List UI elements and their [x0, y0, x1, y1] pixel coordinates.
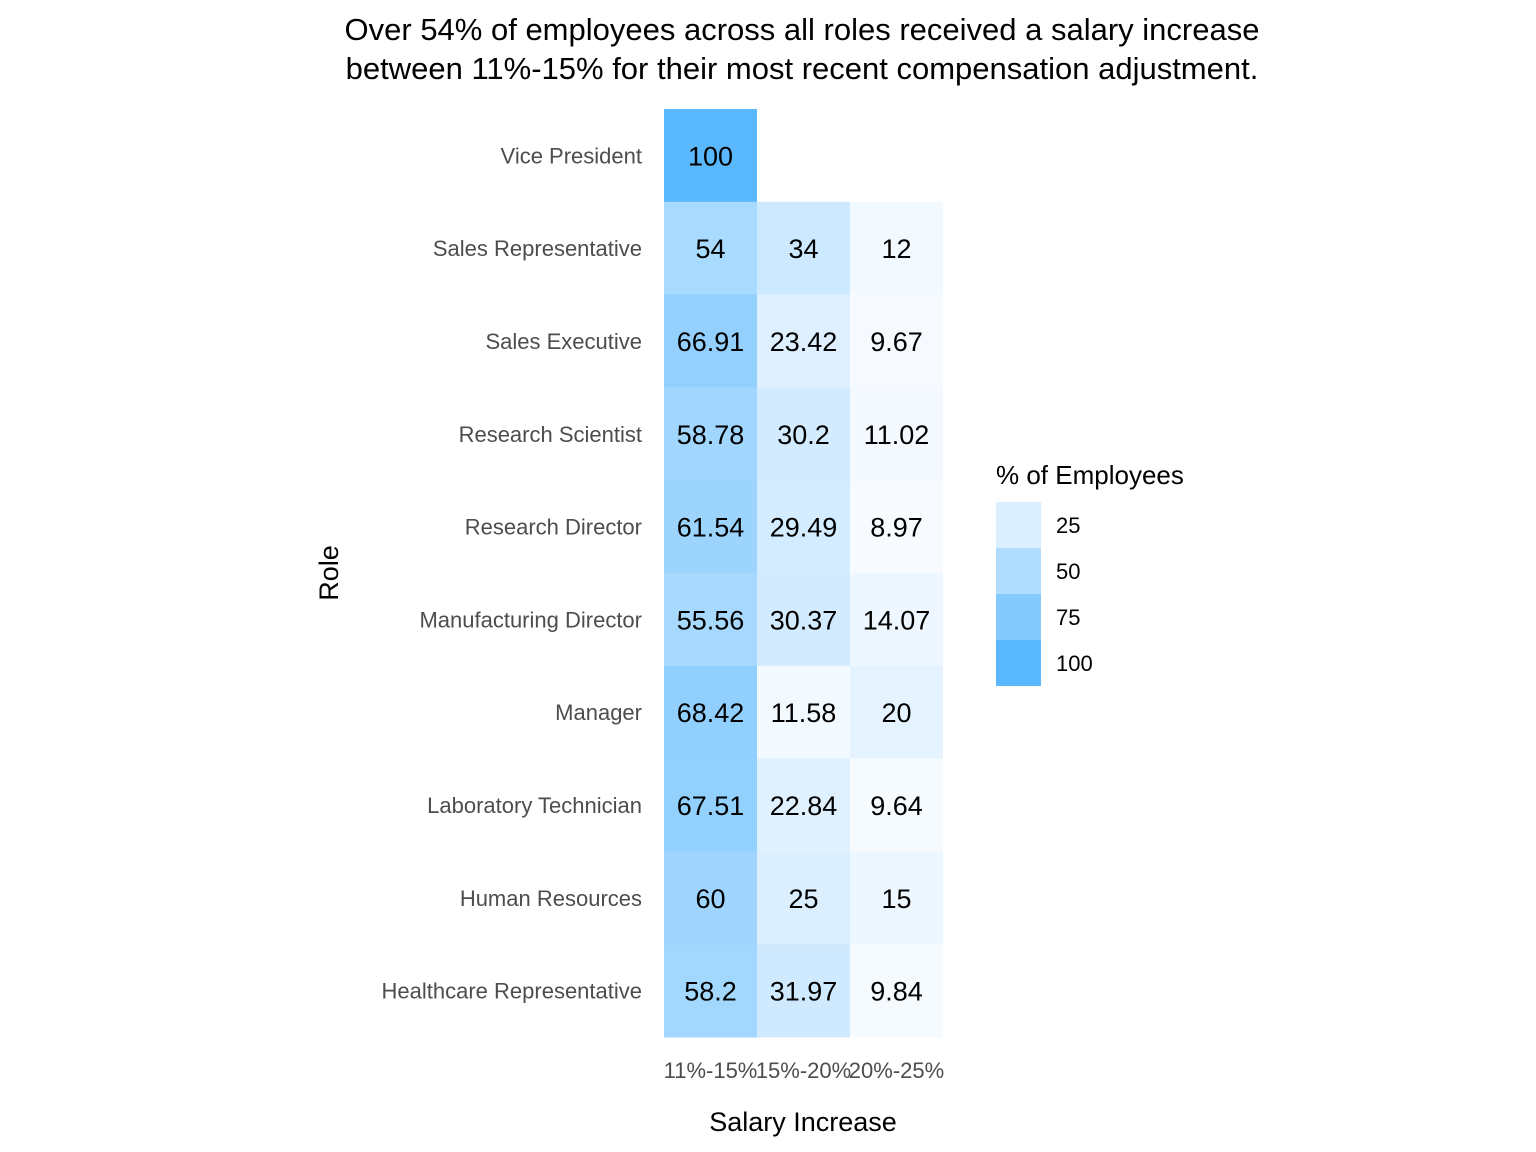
cell-research-scientist-20-25 [850, 387, 943, 481]
cell-manufacturing-director-15-20 [757, 573, 850, 667]
cell-label-sales-representative-15-20: 34 [788, 234, 818, 264]
cell-label-sales-representative-11-15: 54 [695, 234, 725, 264]
cell-label-sales-executive-11-15: 66.91 [677, 327, 745, 357]
cell-label-healthcare-representative-15-20: 31.97 [770, 977, 838, 1007]
y-axis-title: Role [314, 545, 344, 601]
cell-label-human-resources-20-25: 15 [881, 884, 911, 914]
cell-label-healthcare-representative-11-15: 58.2 [684, 977, 737, 1007]
heatmap-cells [664, 109, 943, 1038]
cell-research-scientist-15-20 [757, 387, 850, 481]
x-axis-title: Salary Increase [709, 1107, 897, 1137]
cell-label-human-resources-11-15: 60 [695, 884, 725, 914]
cell-manager-11-15 [664, 665, 757, 760]
cell-label-research-director-15-20: 29.49 [770, 513, 838, 543]
legend-label-75: 75 [1056, 605, 1080, 630]
legend-label-50: 50 [1056, 559, 1080, 584]
cell-label-manager-15-20: 11.58 [771, 698, 837, 728]
cell-sales-executive-15-20 [757, 294, 850, 388]
y-tick-manager: Manager [555, 700, 642, 725]
cell-sales-representative-15-20 [757, 201, 850, 296]
cell-research-director-20-25 [850, 480, 943, 574]
cell-human-resources-11-15 [664, 851, 757, 945]
legend-title: % of Employees [996, 460, 1184, 490]
cell-label-research-scientist-15-20: 30.2 [777, 420, 830, 450]
y-tick-research-scientist: Research Scientist [459, 422, 642, 447]
y-tick-vice-president: Vice President [501, 143, 642, 168]
chart-title: Over 54% of employees across all roles r… [345, 12, 1260, 86]
cell-sales-executive-20-25 [850, 294, 943, 388]
cell-label-manager-11-15: 68.42 [677, 698, 745, 728]
title-line-1: Over 54% of employees across all roles r… [345, 12, 1260, 47]
cell-vice-president-11-15 [664, 109, 757, 203]
cell-label-healthcare-representative-20-25: 9.84 [870, 977, 923, 1007]
cell-label-vice-president-11-15: 100 [688, 141, 733, 171]
cell-label-research-director-20-25: 8.97 [870, 513, 923, 543]
x-tick-20-25: 20%-25% [849, 1058, 944, 1083]
y-tick-healthcare-representative: Healthcare Representative [382, 979, 642, 1004]
cell-manufacturing-director-11-15 [664, 573, 757, 667]
legend-label-25: 25 [1056, 513, 1080, 538]
cell-research-scientist-11-15 [664, 387, 757, 481]
cell-manager-15-20 [757, 665, 850, 760]
x-tick-11-15: 11%-15% [664, 1058, 758, 1083]
color-legend: % of Employees 25 50 75 100 [996, 460, 1184, 686]
cell-label-manufacturing-director-20-25: 14.07 [863, 605, 931, 635]
y-axis-tick-labels: Vice President Sales Representative Sales … [382, 143, 642, 1003]
legend-key-100 [996, 640, 1041, 686]
cell-label-manager-20-25: 20 [881, 698, 911, 728]
legend-key-75 [996, 594, 1041, 640]
y-tick-manufacturing-director: Manufacturing Director [419, 607, 642, 632]
cell-sales-representative-11-15 [664, 201, 757, 296]
cell-human-resources-15-20 [757, 851, 850, 945]
y-tick-sales-executive: Sales Executive [485, 329, 642, 354]
cell-label-sales-executive-20-25: 9.67 [870, 327, 923, 357]
cell-label-manufacturing-director-15-20: 30.37 [770, 605, 838, 635]
cell-label-laboratory-technician-11-15: 67.51 [677, 791, 745, 821]
cell-label-manufacturing-director-11-15: 55.56 [677, 605, 745, 635]
x-axis-tick-labels: 11%-15%15%-20%20%-25% [664, 1058, 945, 1083]
x-tick-15-20: 15%-20% [756, 1058, 851, 1083]
cell-label-laboratory-technician-15-20: 22.84 [770, 791, 838, 821]
cell-label-human-resources-15-20: 25 [788, 884, 818, 914]
cell-label-research-scientist-20-25: 11.02 [864, 420, 930, 450]
legend-key-50 [996, 548, 1041, 594]
legend-label-100: 100 [1056, 651, 1093, 676]
heatmap-cell-labels: 100 54 34 12 66.91 23.42 9.67 58.78 30.2 11.02 61.… [677, 141, 931, 1006]
cell-label-sales-executive-15-20: 23.42 [770, 327, 838, 357]
cell-research-director-15-20 [757, 480, 850, 574]
cell-healthcare-representative-11-15 [664, 944, 757, 1038]
title-line-2: between 11%-15% for their most recent co… [346, 51, 1259, 86]
cell-label-research-scientist-11-15: 58.78 [677, 420, 745, 450]
cell-human-resources-20-25 [850, 851, 943, 945]
y-tick-laboratory-technician: Laboratory Technician [427, 793, 642, 818]
cell-sales-executive-11-15 [664, 294, 757, 388]
cell-laboratory-technician-15-20 [757, 758, 850, 852]
cell-laboratory-technician-11-15 [664, 758, 757, 852]
y-tick-sales-representative: Sales Representative [433, 236, 642, 261]
cell-label-laboratory-technician-20-25: 9.64 [870, 791, 923, 821]
cell-label-research-director-11-15: 61.54 [677, 513, 745, 543]
cell-healthcare-representative-20-25 [850, 944, 943, 1038]
cell-label-sales-representative-20-25: 12 [881, 234, 911, 264]
cell-sales-representative-20-25 [850, 201, 943, 296]
cell-manufacturing-director-20-25 [850, 573, 943, 667]
y-tick-research-director: Research Director [465, 515, 642, 540]
cell-healthcare-representative-15-20 [757, 944, 850, 1038]
cell-manager-20-25 [850, 665, 943, 760]
cell-laboratory-technician-20-25 [850, 758, 943, 852]
cell-research-director-11-15 [664, 480, 757, 574]
legend-key-25 [996, 502, 1041, 548]
y-tick-human-resources: Human Resources [460, 886, 642, 911]
